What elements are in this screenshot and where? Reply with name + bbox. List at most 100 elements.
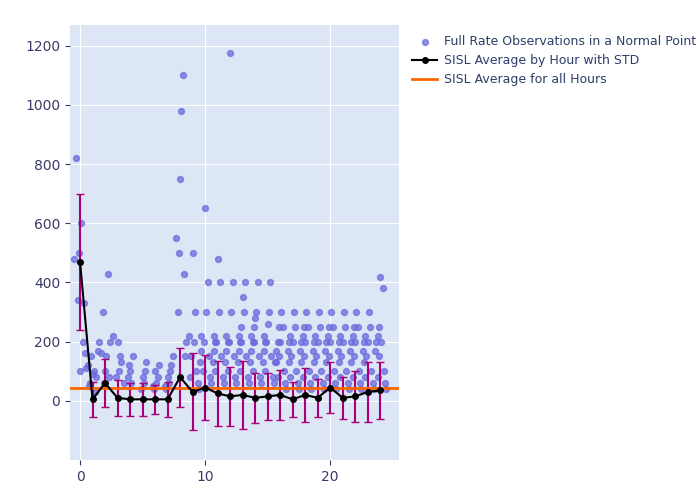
Full Rate Observations in a Normal Point	[352, 323, 363, 331]
Full Rate Observations in a Normal Point	[230, 373, 241, 381]
Full Rate Observations in a Normal Point	[104, 338, 116, 345]
Full Rate Observations in a Normal Point	[302, 323, 314, 331]
Full Rate Observations in a Normal Point	[107, 332, 118, 340]
Full Rate Observations in a Normal Point	[137, 373, 148, 381]
Full Rate Observations in a Normal Point	[80, 364, 92, 372]
Full Rate Observations in a Normal Point	[164, 367, 176, 375]
Full Rate Observations in a Normal Point	[113, 367, 125, 375]
Full Rate Observations in a Normal Point	[71, 154, 82, 162]
SISL Average by Hour with STD	[314, 395, 322, 401]
Full Rate Observations in a Normal Point	[333, 358, 344, 366]
Full Rate Observations in a Normal Point	[367, 379, 378, 387]
Full Rate Observations in a Normal Point	[379, 379, 391, 387]
Full Rate Observations in a Normal Point	[214, 278, 225, 286]
Full Rate Observations in a Normal Point	[141, 358, 152, 366]
Full Rate Observations in a Normal Point	[368, 385, 379, 393]
Full Rate Observations in a Normal Point	[320, 346, 331, 354]
Full Rate Observations in a Normal Point	[220, 332, 232, 340]
Full Rate Observations in a Normal Point	[223, 338, 235, 345]
Full Rate Observations in a Normal Point	[273, 323, 284, 331]
SISL Average by Hour with STD	[101, 380, 109, 386]
Full Rate Observations in a Normal Point	[238, 308, 249, 316]
Full Rate Observations in a Normal Point	[360, 332, 371, 340]
Full Rate Observations in a Normal Point	[122, 373, 133, 381]
Full Rate Observations in a Normal Point	[293, 385, 304, 393]
Full Rate Observations in a Normal Point	[206, 379, 217, 387]
Full Rate Observations in a Normal Point	[279, 379, 290, 387]
Full Rate Observations in a Normal Point	[354, 367, 365, 375]
Full Rate Observations in a Normal Point	[76, 220, 87, 228]
Full Rate Observations in a Normal Point	[198, 338, 209, 345]
Full Rate Observations in a Normal Point	[271, 346, 282, 354]
Full Rate Observations in a Normal Point	[177, 72, 188, 80]
Full Rate Observations in a Normal Point	[97, 308, 108, 316]
Full Rate Observations in a Normal Point	[181, 338, 192, 345]
Full Rate Observations in a Normal Point	[314, 323, 326, 331]
Full Rate Observations in a Normal Point	[338, 308, 349, 316]
Full Rate Observations in a Normal Point	[372, 332, 384, 340]
Full Rate Observations in a Normal Point	[376, 338, 387, 345]
Full Rate Observations in a Normal Point	[297, 373, 308, 381]
Full Rate Observations in a Normal Point	[272, 338, 284, 345]
Full Rate Observations in a Normal Point	[253, 352, 265, 360]
SISL Average by Hour with STD	[339, 395, 347, 401]
Full Rate Observations in a Normal Point	[333, 338, 344, 345]
Full Rate Observations in a Normal Point	[298, 352, 309, 360]
SISL Average by Hour with STD	[376, 388, 384, 394]
Full Rate Observations in a Normal Point	[337, 338, 349, 345]
Full Rate Observations in a Normal Point	[295, 346, 306, 354]
Full Rate Observations in a Normal Point	[266, 352, 277, 360]
Full Rate Observations in a Normal Point	[357, 346, 368, 354]
Full Rate Observations in a Normal Point	[303, 367, 314, 375]
Full Rate Observations in a Normal Point	[377, 284, 388, 292]
Full Rate Observations in a Normal Point	[209, 332, 220, 340]
SISL Average by Hour with STD	[214, 390, 222, 396]
Full Rate Observations in a Normal Point	[178, 270, 190, 278]
Full Rate Observations in a Normal Point	[328, 367, 339, 375]
Full Rate Observations in a Normal Point	[276, 308, 287, 316]
Full Rate Observations in a Normal Point	[247, 367, 258, 375]
Full Rate Observations in a Normal Point	[83, 382, 94, 390]
Full Rate Observations in a Normal Point	[265, 278, 276, 286]
Full Rate Observations in a Normal Point	[167, 352, 178, 360]
SISL Average by Hour with STD	[151, 396, 160, 402]
SISL Average by Hour with STD	[239, 392, 247, 398]
Full Rate Observations in a Normal Point	[371, 338, 382, 345]
Full Rate Observations in a Normal Point	[346, 338, 357, 345]
Full Rate Observations in a Normal Point	[304, 379, 316, 387]
Full Rate Observations in a Normal Point	[201, 308, 212, 316]
Full Rate Observations in a Normal Point	[214, 308, 225, 316]
Full Rate Observations in a Normal Point	[202, 278, 214, 286]
SISL Average by Hour with STD	[276, 392, 284, 398]
Full Rate Observations in a Normal Point	[239, 278, 251, 286]
Full Rate Observations in a Normal Point	[257, 358, 268, 366]
Full Rate Observations in a Normal Point	[196, 332, 207, 340]
Full Rate Observations in a Normal Point	[322, 373, 333, 381]
Full Rate Observations in a Normal Point	[218, 379, 230, 387]
Full Rate Observations in a Normal Point	[226, 308, 237, 316]
Full Rate Observations in a Normal Point	[228, 352, 239, 360]
Full Rate Observations in a Normal Point	[355, 379, 366, 387]
Full Rate Observations in a Normal Point	[232, 358, 243, 366]
Full Rate Observations in a Normal Point	[179, 352, 190, 360]
Full Rate Observations in a Normal Point	[199, 204, 211, 212]
Full Rate Observations in a Normal Point	[150, 379, 162, 387]
SISL Average by Hour with STD	[301, 392, 309, 398]
Full Rate Observations in a Normal Point	[74, 249, 85, 257]
Full Rate Observations in a Normal Point	[72, 296, 83, 304]
Full Rate Observations in a Normal Point	[347, 373, 358, 381]
Full Rate Observations in a Normal Point	[335, 332, 346, 340]
SISL Average by Hour with STD	[326, 384, 335, 390]
Full Rate Observations in a Normal Point	[247, 338, 258, 345]
Full Rate Observations in a Normal Point	[101, 352, 112, 360]
SISL Average for all Hours	[88, 384, 97, 390]
SISL Average by Hour with STD	[288, 396, 297, 402]
Full Rate Observations in a Normal Point	[335, 373, 346, 381]
Full Rate Observations in a Normal Point	[187, 249, 198, 257]
Full Rate Observations in a Normal Point	[263, 308, 274, 316]
Full Rate Observations in a Normal Point	[248, 323, 260, 331]
Full Rate Observations in a Normal Point	[344, 385, 355, 393]
Full Rate Observations in a Normal Point	[99, 367, 111, 375]
Full Rate Observations in a Normal Point	[325, 338, 336, 345]
Full Rate Observations in a Normal Point	[172, 308, 183, 316]
